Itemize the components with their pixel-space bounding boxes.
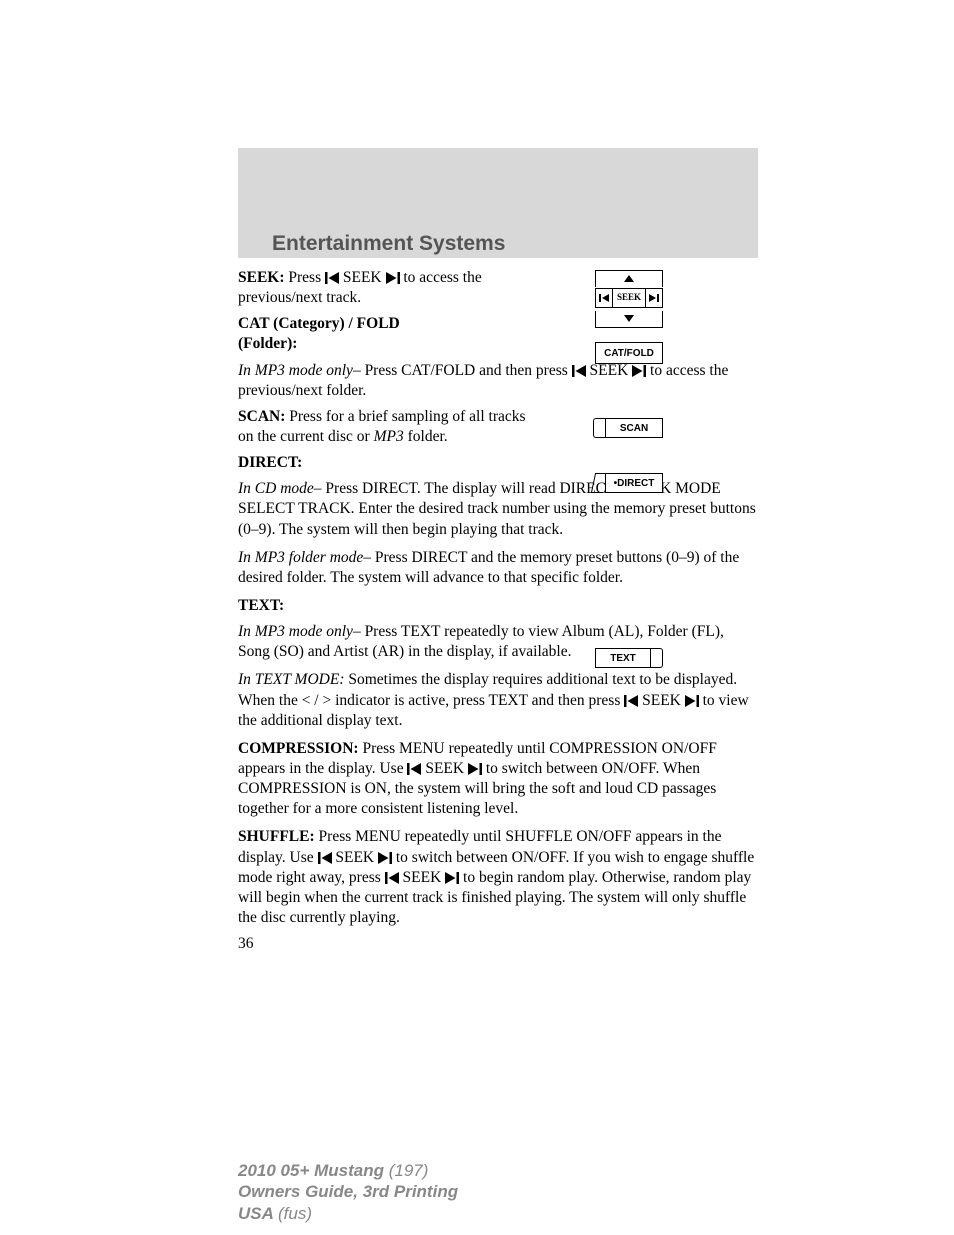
catfold-label-paragraph: CAT (Category) / FOLD (Folder): — [238, 314, 458, 354]
seek-up-icon — [595, 270, 663, 287]
next-track-icon — [445, 872, 459, 884]
text-button-tab — [651, 648, 663, 668]
compression-paragraph: COMPRESSION: Press MENU repeatedly until… — [238, 739, 758, 820]
seek-paragraph: SEEK: Press SEEK to access the previous/… — [238, 268, 498, 308]
shuffle-paragraph: SHUFFLE: Press MENU repeatedly until SHU… — [238, 827, 758, 928]
seek-prev-icon — [595, 288, 612, 308]
scan-button-graphic: SCAN — [605, 418, 663, 438]
prev-track-icon — [407, 763, 421, 775]
scan-paragraph: SCAN: Press for a brief sampling of all … — [238, 407, 528, 447]
seek-button-graphic: SEEK — [595, 268, 663, 328]
direct-label: DIRECT: — [238, 453, 758, 473]
text-label: TEXT: — [238, 596, 758, 616]
text-mp3-paragraph: In MP3 mode only– Press TEXT repeatedly … — [238, 622, 758, 662]
prev-track-icon — [624, 695, 638, 707]
next-track-icon — [685, 695, 699, 707]
seek-next-icon — [646, 288, 663, 308]
catfold-button-graphic: CAT/FOLD — [595, 342, 663, 364]
text-mode-paragraph: In TEXT MODE: Sometimes the display requ… — [238, 670, 758, 730]
text-button-graphic: TEXT — [595, 648, 651, 668]
prev-track-icon — [325, 272, 339, 284]
direct-cd-paragraph: In CD mode– Press DIRECT. The display wi… — [238, 479, 758, 539]
next-track-icon — [632, 365, 646, 377]
next-track-icon — [386, 272, 400, 284]
scan-button-tab — [593, 418, 605, 438]
footer: 2010 05+ Mustang (197) Owners Guide, 3rd… — [238, 1160, 458, 1224]
section-title: Entertainment Systems — [272, 232, 505, 256]
seek-down-icon — [595, 311, 663, 328]
catfold-paragraph: In MP3 mode only– Press CAT/FOLD and the… — [238, 361, 758, 401]
next-track-icon — [468, 763, 482, 775]
direct-button-graphic: •DIRECT — [605, 473, 663, 493]
direct-mp3-paragraph: In MP3 folder mode– Press DIRECT and the… — [238, 548, 758, 588]
body-content: SEEK CAT/FOLD SEEK: Press SEEK to access… — [238, 268, 758, 960]
page-number: 36 — [238, 934, 758, 954]
prev-track-icon — [385, 872, 399, 884]
seek-label: SEEK — [612, 288, 646, 308]
next-track-icon — [378, 852, 392, 864]
prev-track-icon — [572, 365, 586, 377]
prev-track-icon — [318, 852, 332, 864]
